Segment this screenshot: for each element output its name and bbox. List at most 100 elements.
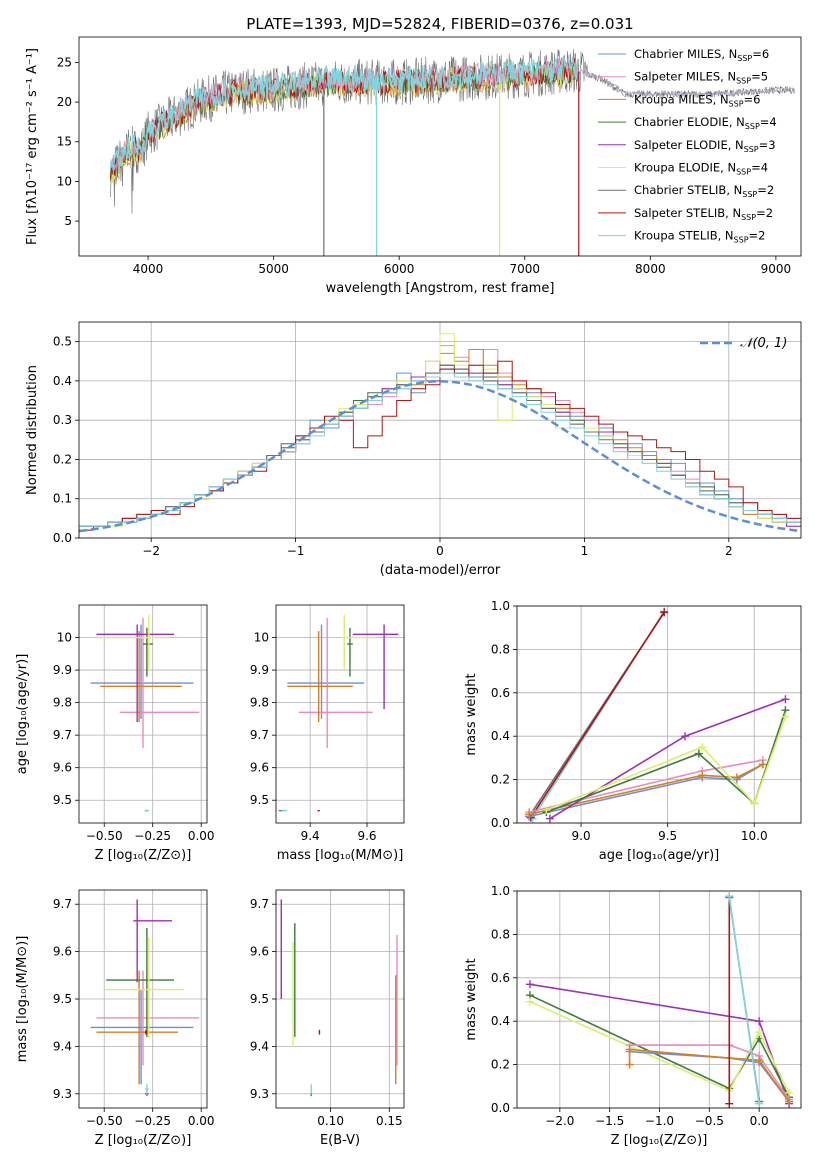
errorbar-point (119, 618, 200, 749)
x-tick-label: 6000 (384, 262, 415, 276)
plot-area-age_vs_mass (278, 614, 399, 812)
x-axis-label: wavelength [Angstrom, rest frame] (326, 281, 555, 296)
x-tick-label: 9.4 (301, 829, 320, 843)
y-tick-label: 9.8 (53, 696, 72, 710)
weight-marker (660, 608, 669, 617)
x-tick-label: −0.50 (86, 1114, 123, 1128)
y-tick-label: 9.6 (53, 761, 72, 775)
x-tick-label: −1.5 (595, 1114, 624, 1128)
y-tick-label: 9.9 (250, 663, 269, 677)
weight-marker (755, 1099, 764, 1108)
x-tick-label: 0.00 (188, 829, 215, 843)
errorbar-point (96, 624, 175, 723)
x-tick-label: 9000 (761, 262, 792, 276)
weight-marker (698, 771, 707, 780)
x-tick-label: 9.0 (572, 829, 591, 843)
weight-marker (625, 1060, 634, 1069)
weight-marker (755, 1056, 764, 1065)
errorbar-point (90, 989, 194, 1085)
errorbar-point (317, 809, 320, 812)
weight-marker (698, 743, 707, 752)
spectrum-tail-line (578, 68, 796, 99)
y-axis-label: mass [log₁₀(M/M⊙)] (15, 936, 30, 1063)
y-tick-label: 9.7 (250, 897, 269, 911)
y-tick-label: 10 (254, 631, 269, 645)
y-tick-label: 0.4 (491, 1014, 510, 1028)
weight-marker (732, 773, 741, 782)
x-tick-label: −0.25 (134, 829, 171, 843)
y-tick-label: 0.4 (53, 374, 72, 388)
x-tick-label: −1.0 (645, 1114, 674, 1128)
plot-area-spectrum (109, 48, 796, 256)
legend-label: Salpeter STELIB, NSSP=2 (634, 206, 773, 222)
y-tick-label: 0.8 (491, 927, 510, 941)
weight-marker (725, 1099, 734, 1108)
errorbar-point (287, 624, 365, 719)
errorbar-point (347, 627, 353, 677)
y-tick-label: 0.5 (53, 335, 72, 349)
errorbar-point (341, 614, 376, 671)
weight-marker (525, 810, 534, 819)
plot-area-mass_vs_Z (90, 899, 200, 1097)
x-tick-label: −0.25 (134, 1114, 171, 1128)
x-tick-label: 9.6 (357, 829, 376, 843)
y-tick-label: 0.0 (491, 816, 510, 830)
x-tick-label: 0.15 (376, 1114, 403, 1128)
x-tick-label: 5000 (258, 262, 289, 276)
legend-label: Chabrier ELODIE, NSSP=4 (634, 115, 777, 131)
y-tick-label: 9.5 (250, 992, 269, 1006)
x-axis-label: (data-model)/error (380, 563, 501, 578)
panel-mass_vs_Z: −0.50 −0.25 0.00 9.3 9.4 9.5 9.6 9.7 Z [log₁₀(Z/… (15, 889, 215, 1148)
y-tick-label: 0.6 (491, 971, 510, 985)
weight-marker (542, 805, 551, 814)
weight-marker (525, 997, 534, 1006)
y-tick-label: 0.0 (491, 1101, 510, 1115)
y-tick-label: 1.0 (491, 599, 510, 613)
x-tick-label: 10.0 (741, 829, 768, 843)
x-tick-label: −2 (142, 544, 160, 558)
weight-marker (755, 1028, 764, 1037)
weight-series-line (530, 611, 665, 819)
y-tick-label: 9.3 (53, 1087, 72, 1101)
y-tick-label: 10 (57, 631, 72, 645)
y-tick-label: 25 (57, 55, 72, 69)
x-axis-label: mass [log₁₀(M/M⊙)] (277, 848, 404, 863)
x-tick-label: 7000 (509, 262, 540, 276)
weight-marker (755, 1017, 764, 1026)
y-axis-label: Flux [fλ10⁻¹⁷ erg cm⁻² s⁻¹ A⁻¹] (25, 48, 40, 245)
y-tick-label: 0.2 (491, 1058, 510, 1072)
errorbar-point (133, 899, 173, 983)
x-tick-label: −0.50 (86, 829, 123, 843)
errorbar-point (106, 927, 175, 1037)
weight-series-line (546, 709, 787, 813)
y-tick-label: 9.9 (53, 663, 72, 677)
weight-marker (785, 1097, 794, 1106)
y-tick-label: 9.7 (250, 728, 269, 742)
errorbar-point (281, 809, 288, 812)
legend-label: Salpeter ELODIE, NSSP=3 (634, 138, 776, 154)
x-tick-label: 1 (581, 544, 589, 558)
plot-area-age_vs_Z (90, 614, 200, 812)
panel-spectrum: 4000 5000 6000 7000 8000 9000 5 10 15 20 25 wavelen… (25, 36, 802, 296)
weight-marker (758, 760, 767, 769)
y-tick-label: 0.8 (491, 642, 510, 656)
legend-label: Salpeter MILES, NSSP=5 (634, 70, 768, 86)
errorbar-point (287, 631, 353, 723)
y-tick-label: 9.5 (250, 793, 269, 807)
weight-marker (545, 814, 554, 823)
plot-area-weight_vs_Z (525, 892, 794, 1108)
y-axis-label: Normed distribution (25, 365, 40, 495)
y-tick-label: 20 (57, 95, 72, 109)
y-tick-label: 0.1 (53, 492, 72, 506)
y-tick-label: 9.6 (250, 945, 269, 959)
y-tick-label: 0.3 (53, 413, 72, 427)
y-tick-label: 9.3 (250, 1087, 269, 1101)
errorbar-point (143, 627, 153, 677)
panel-age_vs_Z: −0.50 −0.25 0.00 9.5 9.6 9.7 9.8 9.9 10 Z [log₁₀(… (15, 604, 215, 863)
y-axis-label: mass weight (464, 673, 479, 755)
errorbar-point (144, 1084, 149, 1094)
weight-marker (625, 1045, 634, 1054)
histogram-series-line (79, 372, 801, 538)
y-tick-label: 9.6 (53, 945, 72, 959)
legend-label: Kroupa MILES, NSSP=6 (634, 92, 760, 108)
